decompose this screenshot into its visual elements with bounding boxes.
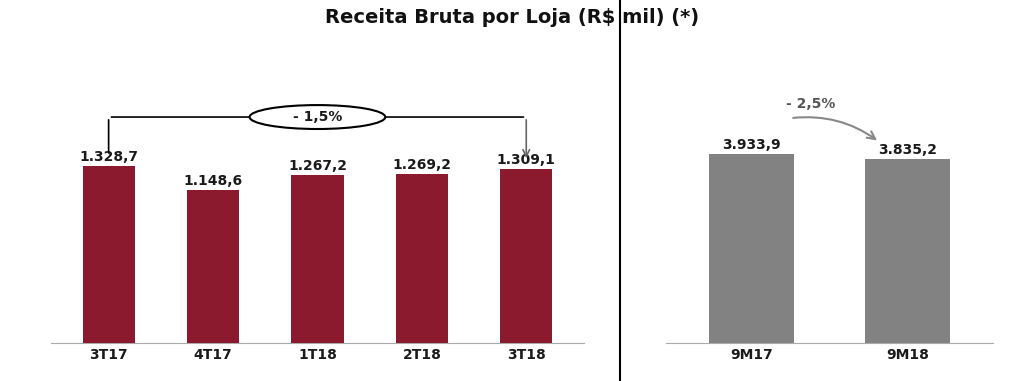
- Text: - 2,5%: - 2,5%: [785, 97, 836, 111]
- Bar: [187, 190, 240, 343]
- Bar: [709, 154, 795, 343]
- Text: 1.328,7: 1.328,7: [79, 150, 138, 164]
- Bar: [864, 159, 950, 343]
- Text: - 1,5%: - 1,5%: [293, 110, 342, 124]
- Text: 1.267,2: 1.267,2: [288, 158, 347, 173]
- Text: 3.933,9: 3.933,9: [722, 138, 780, 152]
- Text: Receita Bruta por Loja (R$ mil) (*): Receita Bruta por Loja (R$ mil) (*): [325, 8, 699, 27]
- Bar: [395, 174, 447, 343]
- Text: 1.148,6: 1.148,6: [183, 174, 243, 188]
- Bar: [83, 166, 135, 343]
- Bar: [500, 169, 552, 343]
- Text: 1.269,2: 1.269,2: [392, 158, 452, 172]
- Bar: [292, 174, 343, 343]
- Text: 1.309,1: 1.309,1: [497, 153, 556, 167]
- Text: 3.835,2: 3.835,2: [878, 143, 937, 157]
- Ellipse shape: [250, 105, 385, 129]
